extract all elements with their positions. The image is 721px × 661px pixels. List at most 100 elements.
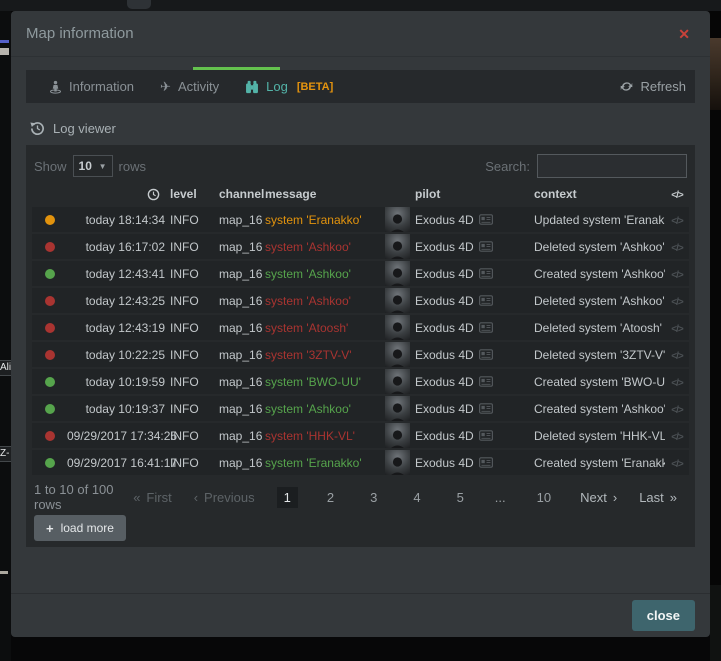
pagination-page-4[interactable]: 4 xyxy=(413,489,421,505)
pilot-cell: Exodus 4D xyxy=(385,450,534,475)
pagination-page-10[interactable]: 10 xyxy=(536,489,552,505)
message-cell: system 'Ashkoo' xyxy=(265,293,351,308)
channel-cell: map_16 xyxy=(219,428,263,443)
tab-information[interactable]: Information xyxy=(36,70,147,103)
search-area: Search: xyxy=(485,154,687,178)
message-cell: system 'Ashkoo' xyxy=(265,266,351,281)
pilot-name: Exodus 4D xyxy=(415,401,474,416)
pagination-page-1[interactable]: 1 xyxy=(276,486,298,508)
message-cell: system 'Atoosh' xyxy=(265,320,349,335)
pagination-page-2[interactable]: 2 xyxy=(326,489,335,505)
context-data-cell[interactable]: </> xyxy=(665,429,689,443)
table-row[interactable]: today 12:43:41 INFO map_16 system 'Ashko… xyxy=(32,261,689,286)
channel-cell: map_16 xyxy=(219,266,263,281)
pilot-cell: Exodus 4D xyxy=(385,369,534,394)
table-row[interactable]: today 10:22:25 INFO map_16 system '3ZTV-… xyxy=(32,342,689,367)
modal-header: Map information ✕ xyxy=(11,11,710,57)
header-channel[interactable]: channel xyxy=(219,187,265,201)
pagination-page-3[interactable]: 3 xyxy=(370,489,378,505)
context-cell: Created system 'Eranakko... xyxy=(534,455,665,470)
close-icon[interactable]: ✕ xyxy=(678,25,690,42)
background-map-connection xyxy=(0,40,9,43)
table-row[interactable]: today 12:43:25 INFO map_16 system 'Ashko… xyxy=(32,288,689,313)
time-cell: today 10:19:59 xyxy=(85,374,165,389)
history-icon xyxy=(30,121,45,136)
pagination-first[interactable]: « First xyxy=(133,490,172,505)
pagination-next-label: Next xyxy=(580,489,607,505)
header-pilot[interactable]: pilot xyxy=(415,187,441,201)
pager: « First ‹ Previous 1 2 3 4 5... 10 Next › Las… xyxy=(133,486,687,508)
table-row[interactable]: today 18:14:34 INFO map_16 system 'Erana… xyxy=(32,207,689,232)
pilot-name: Exodus 4D xyxy=(415,266,474,281)
pagination-last[interactable]: Last » xyxy=(639,490,677,505)
level-cell: INFO xyxy=(170,428,199,443)
tab-activity[interactable]: ✈ Activity xyxy=(147,70,232,103)
tab-log[interactable]: Log [BETA] xyxy=(232,70,346,103)
context-data-cell[interactable]: </> xyxy=(665,267,689,281)
id-card-icon xyxy=(478,214,493,225)
context-data-cell[interactable]: </> xyxy=(665,375,689,389)
context-data-cell[interactable]: </> xyxy=(665,402,689,416)
double-chevron-right-icon: » xyxy=(669,489,677,505)
refresh-button[interactable]: Refresh xyxy=(620,79,695,94)
table-row[interactable]: today 12:43:19 INFO map_16 system 'Atoos… xyxy=(32,315,689,340)
status-cell xyxy=(32,403,67,414)
table-row[interactable]: today 10:19:59 INFO map_16 system 'BWO-U… xyxy=(32,369,689,394)
context-data-cell[interactable]: </> xyxy=(665,294,689,308)
search-input[interactable] xyxy=(537,154,687,178)
context-data-cell[interactable]: </> xyxy=(665,213,689,227)
code-icon: </> xyxy=(671,242,684,254)
chevron-down-icon: ▼ xyxy=(98,161,107,171)
chevron-left-icon: ‹ xyxy=(193,489,199,505)
pilot-name: Exodus 4D xyxy=(415,239,474,254)
pagination-page-5[interactable]: 5 xyxy=(456,489,464,505)
table-row[interactable]: 09/29/2017 16:41:17 INFO map_16 system '… xyxy=(32,450,689,475)
header-time[interactable] xyxy=(67,188,170,201)
context-cell: Created system 'Ashkoo' ... xyxy=(534,266,665,281)
log-table: level channel message pilot context </> … xyxy=(32,183,689,475)
header-context-data: </> xyxy=(665,187,689,201)
code-icon: </> xyxy=(671,350,684,362)
channel-cell: map_16 xyxy=(219,374,263,389)
channel-cell: map_16 xyxy=(219,401,263,416)
context-data-cell[interactable]: </> xyxy=(665,240,689,254)
table-row[interactable]: today 16:17:02 INFO map_16 system 'Ashko… xyxy=(32,234,689,259)
code-icon: </> xyxy=(671,269,684,281)
pagination-previous[interactable]: ‹ Previous xyxy=(194,490,255,505)
id-card-icon xyxy=(478,376,493,387)
modal-title: Map information xyxy=(26,25,134,42)
status-dot xyxy=(44,403,55,414)
context-data-cell[interactable]: </> xyxy=(665,456,689,470)
level-cell: INFO xyxy=(170,347,199,362)
header-message[interactable]: message xyxy=(265,187,317,201)
search-label: Search: xyxy=(485,158,530,174)
level-cell: INFO xyxy=(170,212,199,227)
pilot-cell: Exodus 4D xyxy=(385,342,534,367)
message-cell: system 'BWO-UU' xyxy=(265,374,361,389)
background-top-tab-shape xyxy=(127,0,151,9)
header-level[interactable]: level xyxy=(170,187,197,201)
status-cell xyxy=(32,430,67,441)
tab-label: Information xyxy=(69,79,135,94)
status-dot xyxy=(44,376,55,387)
pagination-next[interactable]: Next › xyxy=(580,490,617,505)
status-cell xyxy=(32,349,67,360)
plane-icon: ✈ xyxy=(160,78,171,94)
context-data-cell[interactable]: </> xyxy=(665,348,689,362)
pilot-cell: Exodus 4D xyxy=(385,288,534,313)
status-cell xyxy=(32,376,67,387)
status-dot xyxy=(44,268,55,279)
context-data-cell[interactable]: </> xyxy=(665,321,689,335)
close-button[interactable]: close xyxy=(631,600,695,631)
id-card-icon xyxy=(478,241,493,252)
header-context[interactable]: context xyxy=(534,187,577,201)
message-cell: system 'Ashkoo' xyxy=(265,401,351,416)
message-cell: system 'Ashkoo' xyxy=(265,239,351,254)
context-cell: Deleted system 'Ashkoo' ... xyxy=(534,239,665,254)
status-cell xyxy=(32,457,67,468)
table-row[interactable]: 09/29/2017 17:34:25 INFO map_16 system '… xyxy=(32,423,689,448)
table-row[interactable]: today 10:19:37 INFO map_16 system 'Ashko… xyxy=(32,396,689,421)
pilot-name: Exodus 4D xyxy=(415,455,474,470)
rows-per-page-select[interactable]: 10 ▼ xyxy=(72,155,113,177)
load-more-button[interactable]: + load more xyxy=(34,515,126,541)
